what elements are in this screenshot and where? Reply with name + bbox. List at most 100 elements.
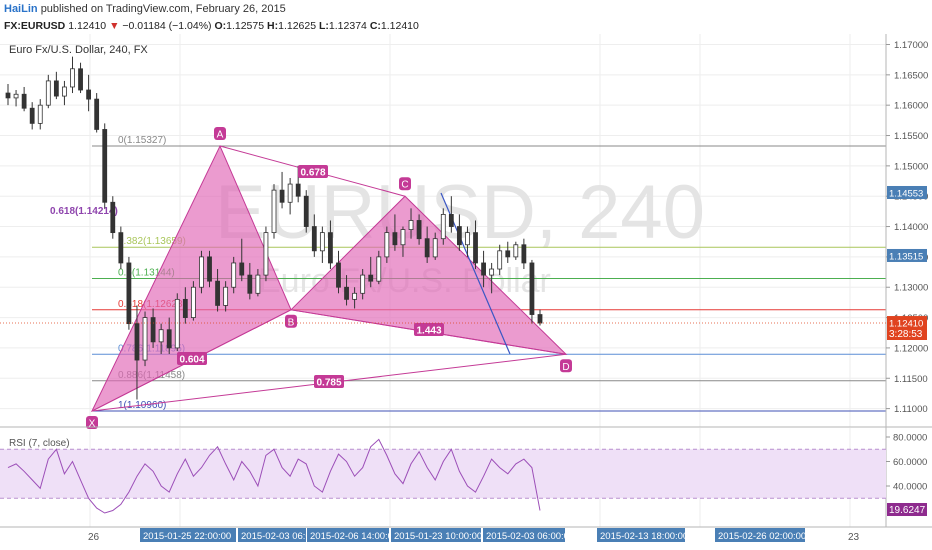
price-tag-label: 1.12410 [889,319,923,330]
date-tag-5: 2015-02-13 18:00:00 [600,531,688,542]
candle-body [263,232,269,276]
candle-body [513,244,519,258]
candle-body [158,329,164,343]
date-tag-2: 2015-02-06 14:00:00 [310,531,398,542]
price-tick-label: 1.14000 [894,222,928,233]
price-tick-label: 1.13000 [894,283,928,294]
candle-body [465,232,470,246]
candle-body [134,323,140,361]
fib-label-0.382: 0.382(1.13659) [118,236,186,247]
candle-body [448,214,454,227]
ratio-tag-bg [177,352,207,365]
candle-body [110,201,116,234]
candle-body [521,244,527,264]
price-tag-label: 1.14553 [889,188,923,199]
candle-body [287,183,293,203]
ratio-tag-1: 0.678 [300,168,325,179]
price-tag [887,185,927,199]
candle-body [126,262,132,325]
candle-body [424,238,430,258]
candle-body [537,314,543,324]
candle-body [279,189,285,203]
pattern-ratios: 0.604 0.678 1.443 0.785 [177,165,444,389]
candle-body [255,274,261,294]
rsi-tick-label: 40.0000 [893,482,927,493]
fib-label-1: 1(1.10960) [118,400,166,411]
author-link[interactable]: HaiLin [4,3,38,15]
candle-body [328,232,333,264]
point-A: A [217,130,224,141]
candle-body [62,86,67,97]
price-axis[interactable]: 1.17000 1.16500 1.16000 1.15500 1.15000 1.145… [886,40,928,415]
candle-body [344,286,349,300]
rsi-value-text: 19.6247 [889,505,926,516]
countdown-tag [887,327,927,340]
candlestick-series [5,56,543,400]
candle-body [456,226,462,246]
high-label: H: [267,20,279,32]
candle-body [37,104,43,124]
rsi-line [7,438,541,514]
low-label: L: [319,20,329,32]
date-tag-bg [140,528,236,542]
date-axis-tags: 2015-01-25 22:00:00 2015-02-03 06:002015-… [140,528,806,542]
symbol-label[interactable]: FX:EURUSD [4,20,66,32]
candle-body [368,274,374,282]
high-value: 1.12625 [278,20,317,32]
last-price: 1.12410 [68,20,107,32]
point-X: X [89,419,96,430]
candle-body [392,232,398,246]
close-label: C: [369,20,381,32]
candle-body [400,229,406,246]
fib-label-0: 0(1.15327) [118,135,166,146]
candle-body [215,280,220,306]
candle-body [440,214,446,240]
date-tag-0: 2015-01-25 22:00:00 [143,531,231,542]
ohlc-legend: FX:EURUSD 1.12410 ▼ −0.01184 (−1.04%) O:… [4,20,419,32]
candle-body [295,183,301,197]
date-tag-6: 2015-02-26 02:00:00 [718,531,806,542]
candle-body [416,220,422,240]
price-tick-label: 1.16000 [894,101,928,112]
date-tag-3: 2015-01-23 10:00:00 [394,531,482,542]
candle-body [489,268,495,276]
rsi-axis: 80.0000 60.0000 40.0000 [886,433,927,493]
chart-title: Euro Fx/U.S. Dollar, 240, FX [9,44,148,56]
rsi-band [0,449,886,499]
date-tag-bg [238,528,306,542]
ratio-tag-0: 0.604 [179,355,204,366]
candle-body [303,195,309,227]
candle-body [13,93,19,99]
date-tick-23: 23 [848,532,860,543]
candle-body [336,262,341,288]
candle-body [360,274,366,294]
fib-overlap-label: 0.618(1.14214) [50,206,118,217]
candle-body [5,92,11,99]
point-marker-bg [285,314,297,328]
price-change: −0.01184 (−1.04%) [122,20,212,32]
candle-body [102,129,108,203]
open-label: O: [214,20,227,32]
date-tag-bg [597,528,685,542]
candle-body [247,274,253,294]
candle-body [21,93,27,109]
candle-body [384,232,390,258]
candle-body [473,232,478,264]
point-marker-bg [86,416,98,430]
candle-body [53,80,59,97]
candle-body [376,256,382,282]
price-tag [887,316,927,330]
change-arrow-icon: ▼ [109,20,120,32]
price-tick-label: 1.11500 [894,374,928,385]
ratio-tag-bg [314,375,344,388]
fib-label-0.5: 0.5(1.13144) [118,267,175,278]
price-tick-label: 1.11000 [894,404,928,415]
point-C: C [401,180,408,191]
ratio-tag-2: 1.443 [416,326,441,337]
rsi-tick-label: 60.0000 [893,457,927,468]
price-tag [887,248,927,262]
price-tag-label: 1.13515 [889,251,923,262]
date-tick-26: 26 [88,532,100,543]
